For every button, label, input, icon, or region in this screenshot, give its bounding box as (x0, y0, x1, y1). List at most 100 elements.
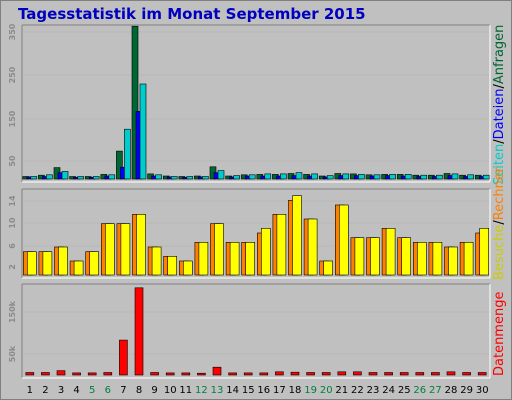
day-label-20: 20 (320, 385, 333, 396)
bar-seiten-day-30 (482, 174, 490, 180)
bar-besuche-day-23 (370, 237, 380, 276)
day-label-14: 14 (226, 385, 239, 396)
bar-datenmenge-day-30 (477, 372, 487, 376)
day-label-19: 19 (304, 385, 317, 396)
bar-datenmenge-day-19 (306, 372, 315, 376)
bar-datenmenge-day-4 (72, 372, 81, 376)
panel-1-ytick-label: 2 (8, 264, 17, 270)
panel-2-background (22, 284, 490, 378)
bar-besuche-day-29 (463, 242, 474, 276)
bar-seiten-day-18 (295, 172, 303, 180)
day-label-6: 6 (105, 385, 111, 396)
bar-datenmenge-day-18 (290, 371, 300, 376)
bar-besuche-day-15 (245, 242, 255, 276)
bar-datenmenge-day-26 (415, 372, 425, 376)
bar-datenmenge-day-20 (321, 372, 331, 376)
bar-datenmenge-day-15 (243, 372, 253, 376)
bar-seiten-day-3 (61, 171, 69, 180)
bar-datenmenge-day-5 (87, 372, 97, 376)
panel-0-background (22, 25, 490, 182)
bar-besuche-day-14 (229, 242, 240, 276)
bar-seiten-day-27 (436, 174, 443, 180)
day-label-8: 8 (136, 385, 142, 396)
day-label-7: 7 (120, 385, 126, 396)
day-label-17: 17 (273, 385, 286, 396)
bar-besuche-day-20 (323, 260, 334, 276)
bar-datenmenge-day-6 (103, 372, 113, 376)
bar-besuche-day-12 (198, 242, 209, 276)
bar-seiten-day-7 (124, 128, 131, 180)
bar-besuche-day-13 (214, 223, 224, 276)
panel-1-background (22, 189, 490, 278)
day-label-18: 18 (289, 385, 302, 396)
bar-datenmenge-day-22 (353, 371, 362, 376)
bar-seiten-day-9 (155, 174, 162, 180)
bar-besuche-day-27 (432, 242, 443, 276)
bar-datenmenge-day-27 (431, 372, 440, 376)
day-label-10: 10 (164, 385, 177, 396)
bar-datenmenge-day-10 (165, 372, 175, 376)
day-label-26: 26 (413, 385, 426, 396)
bar-besuche-day-10 (167, 255, 177, 276)
legend-seiten: Seiten (492, 144, 507, 185)
day-label-13: 13 (211, 385, 224, 396)
bar-seiten-day-2 (46, 174, 53, 180)
chart-title: Tagesstatistik im Monat September 2015 (18, 5, 366, 23)
bar-besuche-day-28 (448, 246, 458, 276)
bar-seiten-day-29 (467, 174, 474, 180)
bar-datenmenge-day-12 (197, 372, 206, 376)
bar-besuche-day-24 (385, 228, 396, 276)
bar-datenmenge-day-1 (25, 372, 35, 376)
bar-besuche-day-25 (401, 237, 412, 276)
panel-2-ytick-label: 50k (8, 345, 17, 362)
panel-2-ytick-label: 150k (8, 300, 17, 323)
day-label-9: 9 (151, 385, 157, 396)
day-label-2: 2 (42, 385, 48, 396)
bar-seiten-day-26 (420, 174, 428, 180)
bar-besuche-day-11 (183, 260, 193, 276)
bar-datenmenge-day-17 (275, 371, 284, 376)
bar-datenmenge-day-2 (41, 372, 50, 376)
bar-anfragen-day-7 (116, 150, 123, 180)
legend-sep-1: / (492, 139, 507, 144)
panel-0-ytick-label: 350 (8, 23, 17, 40)
legend-top-panel: Seiten/Dateien/Anfragen (492, 25, 507, 185)
bar-besuche-day-18 (292, 195, 302, 276)
bar-seiten-day-4 (77, 176, 84, 180)
legend-middle-panel: Besuche/Rechner (492, 166, 507, 280)
day-label-23: 23 (367, 385, 380, 396)
bar-datenmenge-day-16 (259, 372, 269, 376)
legend-sep-3: / (492, 220, 507, 225)
panel-1-ytick-label: 6 (8, 243, 17, 249)
bar-besuche-day-21 (338, 204, 349, 276)
bar-seiten-day-23 (373, 174, 381, 180)
bar-seiten-day-10 (170, 176, 178, 180)
legend-dateien: Dateien (492, 88, 507, 139)
bar-besuche-day-7 (120, 223, 131, 276)
bar-besuche-day-16 (260, 228, 271, 276)
day-label-25: 25 (398, 385, 411, 396)
bar-seiten-day-8 (139, 83, 147, 180)
day-label-30: 30 (476, 385, 489, 396)
legend-anfragen: Anfragen (492, 25, 507, 85)
day-label-29: 29 (460, 385, 473, 396)
bar-datenmenge-day-25 (399, 372, 409, 376)
day-label-22: 22 (351, 385, 364, 396)
panel-1-ytick-label: 14 (8, 195, 17, 207)
bar-seiten-day-24 (389, 174, 396, 180)
bar-datenmenge-day-11 (181, 372, 191, 376)
bar-datenmenge-day-13 (212, 366, 222, 376)
bar-datenmenge-day-21 (337, 371, 347, 376)
bar-datenmenge-day-28 (446, 371, 456, 376)
bar-datenmenge-day-9 (150, 372, 159, 376)
bar-seiten-day-14 (233, 175, 240, 180)
day-label-15: 15 (242, 385, 255, 396)
panel-0-ytick-label: 50 (8, 155, 17, 167)
bar-datenmenge-day-14 (228, 372, 237, 376)
bar-seiten-day-20 (326, 175, 334, 180)
day-label-21: 21 (335, 385, 348, 396)
bar-besuche-day-1 (26, 251, 37, 276)
day-label-27: 27 (429, 385, 442, 396)
bar-besuche-day-8 (136, 214, 146, 276)
bar-besuche-day-2 (42, 251, 53, 276)
